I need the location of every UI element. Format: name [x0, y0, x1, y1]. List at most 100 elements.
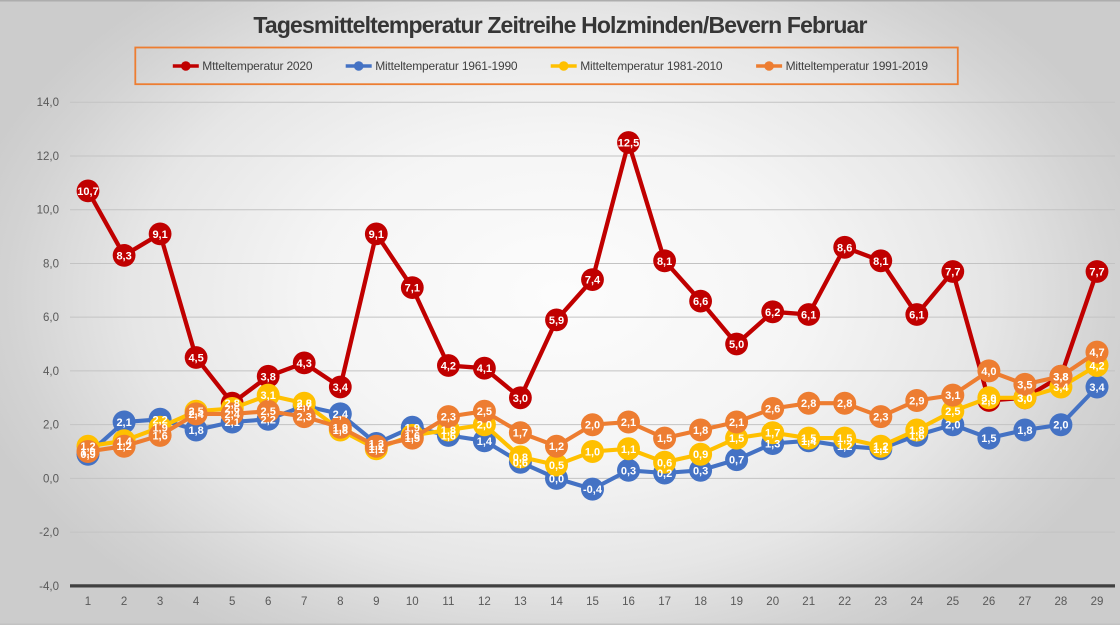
svg-text:28: 28 — [1055, 596, 1068, 608]
svg-text:1,5: 1,5 — [837, 433, 852, 445]
svg-text:2,0: 2,0 — [477, 420, 492, 432]
svg-text:4,2: 4,2 — [441, 361, 456, 373]
svg-text:2,5: 2,5 — [477, 406, 492, 418]
svg-text:2,3: 2,3 — [297, 412, 312, 424]
svg-text:12,0: 12,0 — [37, 151, 59, 163]
svg-text:1,2: 1,2 — [549, 441, 564, 453]
svg-text:3,4: 3,4 — [333, 382, 349, 394]
svg-text:8,6: 8,6 — [837, 242, 852, 254]
svg-text:1,1: 1,1 — [369, 444, 384, 456]
svg-text:0,0: 0,0 — [549, 473, 564, 485]
svg-text:2,2: 2,2 — [261, 414, 276, 426]
svg-text:3,0: 3,0 — [981, 393, 996, 405]
svg-text:6,1: 6,1 — [909, 310, 924, 322]
svg-text:17: 17 — [658, 596, 671, 608]
svg-text:1,6: 1,6 — [405, 430, 420, 442]
svg-text:2,4: 2,4 — [188, 409, 204, 421]
svg-text:3,0: 3,0 — [1017, 393, 1032, 405]
svg-text:1,7: 1,7 — [765, 428, 780, 440]
svg-text:2,4: 2,4 — [225, 409, 241, 421]
svg-text:1,4: 1,4 — [116, 436, 132, 448]
svg-text:2,5: 2,5 — [261, 406, 276, 418]
svg-text:7: 7 — [301, 596, 307, 608]
svg-text:3: 3 — [157, 596, 163, 608]
svg-text:1,4: 1,4 — [477, 436, 493, 448]
svg-text:1,8: 1,8 — [188, 425, 203, 437]
svg-text:0,6: 0,6 — [513, 457, 528, 469]
svg-text:1,9: 1,9 — [405, 422, 420, 434]
svg-text:1,9: 1,9 — [152, 422, 167, 434]
svg-text:4: 4 — [193, 596, 200, 608]
svg-text:16: 16 — [622, 596, 635, 608]
svg-text:-4,0: -4,0 — [39, 581, 59, 593]
svg-text:7,1: 7,1 — [405, 283, 420, 295]
svg-text:8,1: 8,1 — [873, 256, 888, 268]
svg-text:2,1: 2,1 — [621, 417, 636, 429]
svg-text:Mitteltemperatur 1981-2010: Mitteltemperatur 1981-2010 — [580, 59, 723, 73]
svg-text:0,2: 0,2 — [657, 468, 672, 480]
svg-text:2,6: 2,6 — [225, 404, 240, 416]
svg-text:2,9: 2,9 — [909, 396, 924, 408]
svg-text:-2,0: -2,0 — [39, 527, 59, 539]
svg-text:1,5: 1,5 — [405, 433, 420, 445]
svg-text:2,5: 2,5 — [945, 406, 960, 418]
svg-text:1,8: 1,8 — [909, 425, 924, 437]
svg-text:1,5: 1,5 — [729, 433, 744, 445]
svg-text:0,7: 0,7 — [729, 455, 744, 467]
svg-text:18: 18 — [694, 596, 707, 608]
svg-text:1,2: 1,2 — [116, 441, 131, 453]
svg-text:1,2: 1,2 — [837, 441, 852, 453]
svg-text:25: 25 — [946, 596, 959, 608]
svg-text:4,0: 4,0 — [43, 366, 59, 378]
svg-text:-0,4: -0,4 — [583, 484, 603, 496]
svg-text:2,8: 2,8 — [297, 398, 312, 410]
svg-text:29: 29 — [1091, 596, 1104, 608]
svg-text:2,0: 2,0 — [585, 420, 600, 432]
svg-text:15: 15 — [586, 596, 599, 608]
svg-text:8,0: 8,0 — [43, 258, 59, 270]
svg-text:1,2: 1,2 — [873, 441, 888, 453]
svg-text:24: 24 — [910, 596, 923, 608]
svg-text:5,9: 5,9 — [549, 315, 564, 327]
svg-text:4,7: 4,7 — [1089, 347, 1104, 359]
svg-text:13: 13 — [514, 596, 527, 608]
svg-text:10,7: 10,7 — [77, 186, 98, 198]
svg-text:2,6: 2,6 — [765, 404, 780, 416]
svg-text:2: 2 — [121, 596, 127, 608]
svg-text:9: 9 — [373, 596, 379, 608]
svg-text:2,8: 2,8 — [837, 398, 852, 410]
svg-text:1,5: 1,5 — [801, 433, 816, 445]
svg-text:1,2: 1,2 — [369, 441, 384, 453]
svg-text:2,3: 2,3 — [441, 412, 456, 424]
svg-text:2,1: 2,1 — [729, 417, 744, 429]
svg-text:7,7: 7,7 — [1089, 267, 1104, 279]
svg-text:6,1: 6,1 — [801, 310, 816, 322]
svg-text:7,7: 7,7 — [945, 267, 960, 279]
svg-text:6: 6 — [265, 596, 271, 608]
svg-text:5: 5 — [229, 596, 235, 608]
svg-text:Tagesmitteltemperatur Zeitreih: Tagesmitteltemperatur Zeitreihe Holzmind… — [253, 12, 867, 38]
svg-text:11: 11 — [442, 596, 454, 608]
svg-text:2,0: 2,0 — [43, 420, 59, 432]
svg-text:0,9: 0,9 — [693, 449, 708, 461]
svg-text:14,0: 14,0 — [37, 97, 59, 109]
svg-text:19: 19 — [730, 596, 743, 608]
svg-text:Mitteltemperatur 1991-2019: Mitteltemperatur 1991-2019 — [786, 59, 929, 73]
svg-text:0,3: 0,3 — [693, 465, 708, 477]
svg-text:3,1: 3,1 — [945, 390, 960, 402]
svg-text:2,1: 2,1 — [225, 417, 240, 429]
svg-text:1,7: 1,7 — [513, 428, 528, 440]
svg-text:0,8: 0,8 — [513, 452, 528, 464]
svg-text:23: 23 — [874, 596, 887, 608]
svg-text:4,2: 4,2 — [1089, 361, 1104, 373]
svg-text:9,1: 9,1 — [369, 229, 384, 241]
svg-text:2,4: 2,4 — [333, 409, 349, 421]
svg-text:3,0: 3,0 — [1017, 393, 1032, 405]
svg-text:14: 14 — [550, 596, 563, 608]
svg-text:1,2: 1,2 — [80, 441, 95, 453]
svg-text:2,5: 2,5 — [188, 406, 203, 418]
svg-text:1,6: 1,6 — [152, 430, 167, 442]
svg-text:8,1: 8,1 — [657, 256, 672, 268]
svg-text:3,5: 3,5 — [1017, 379, 1032, 391]
svg-text:Mitteltemperatur 1961-1990: Mitteltemperatur 1961-1990 — [375, 59, 518, 73]
